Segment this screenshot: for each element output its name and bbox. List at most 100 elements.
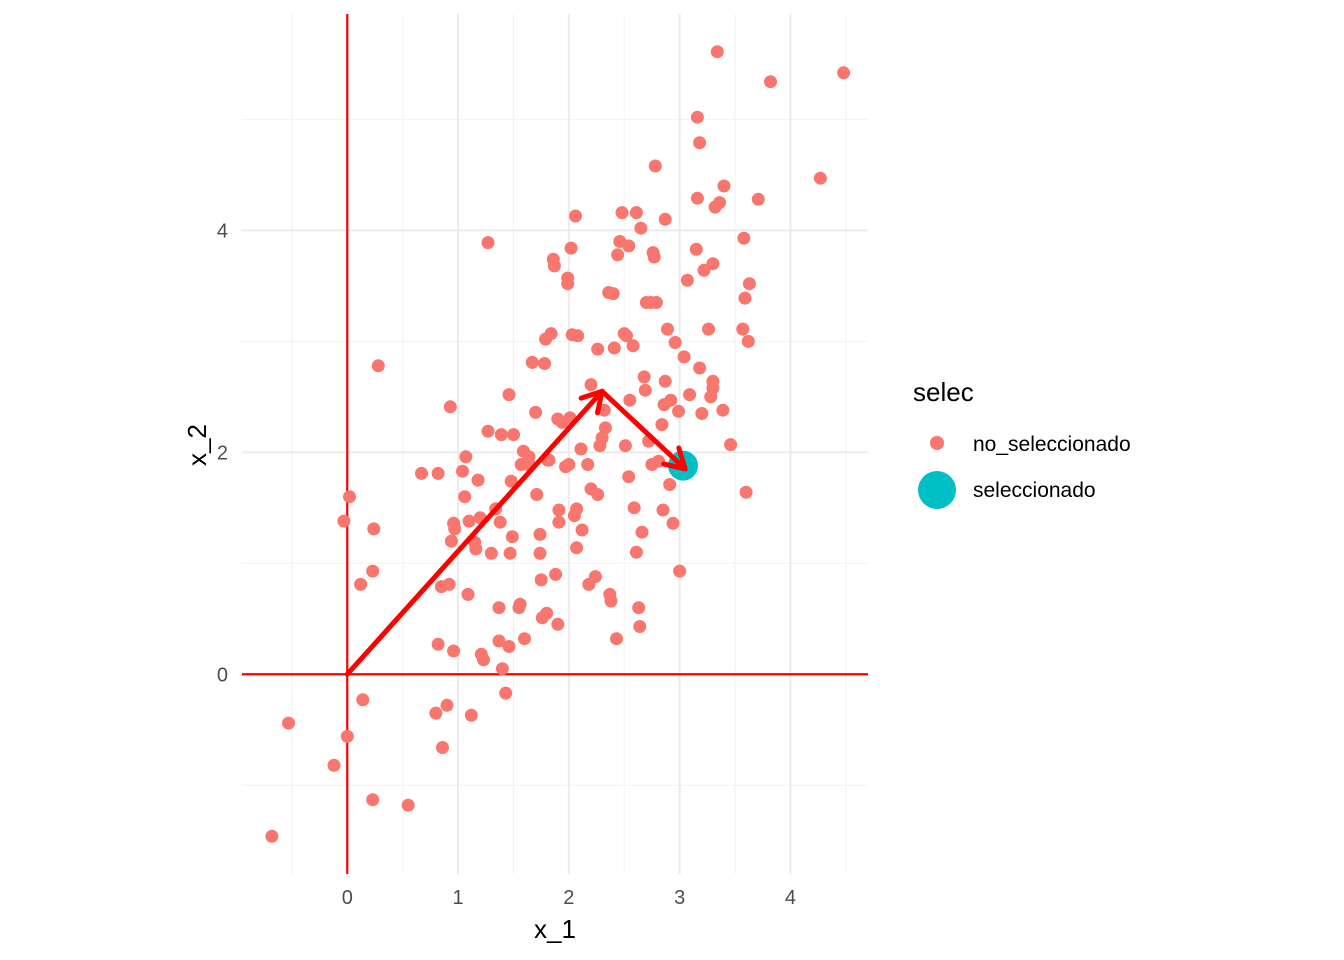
point [702,322,715,336]
y-tick-label: 4 [217,220,228,242]
point [327,758,341,772]
point [637,370,651,384]
point [598,421,612,435]
point [695,407,709,420]
point [622,239,636,253]
point [570,541,584,555]
point [693,361,707,375]
legend-title: selec [913,377,974,407]
point [683,388,697,402]
point [633,620,647,633]
point [666,516,680,530]
point [677,350,691,364]
point [724,438,738,452]
point [571,329,585,343]
point [494,428,508,442]
point [562,458,576,471]
point [658,212,672,226]
point [570,502,584,516]
legend-key-no-seleccionado [930,436,944,450]
point [656,503,670,517]
point [751,192,765,206]
point [431,466,445,480]
point [340,729,354,743]
point [561,277,575,291]
point [530,488,544,501]
data-points [265,45,851,843]
point [356,693,370,707]
point [588,570,602,584]
y-tick-label: 0 [217,664,228,686]
point [629,545,643,559]
point [716,403,730,417]
point [706,257,720,271]
point [367,522,381,536]
point [492,634,506,648]
x-axis-title: x_1 [534,914,576,944]
point [429,706,443,720]
point [436,741,449,754]
point [661,322,674,336]
point [540,606,554,620]
point [574,442,588,456]
point [505,530,519,544]
point [607,341,621,355]
point [538,357,551,370]
point [337,514,351,528]
point [673,564,687,578]
point [533,527,547,541]
point [764,75,777,89]
point [551,617,565,631]
point [647,250,661,264]
point [547,259,561,273]
point [623,393,637,407]
point [837,66,851,80]
x-tick-label: 2 [563,887,574,909]
point [584,378,598,392]
point [736,322,750,336]
point [443,400,457,414]
point [544,327,558,341]
point [595,431,609,445]
point [710,45,724,59]
point [529,405,543,419]
point [459,450,473,464]
point [604,594,618,608]
point [610,632,623,646]
point [444,534,458,548]
point [717,179,731,193]
point [518,632,531,646]
point [493,515,507,529]
point [448,522,462,536]
point [495,662,509,676]
point [371,359,385,373]
point [481,236,495,250]
point [564,241,578,255]
point [458,490,472,504]
point [549,567,563,581]
point [502,388,516,402]
point [618,439,632,453]
point [456,464,469,478]
point [591,488,605,501]
point [620,329,633,343]
point [690,191,704,205]
point [668,336,682,349]
legend-label-no-seleccionado: no_seleccionado [973,433,1131,456]
point [462,514,476,528]
arrow-shaft [599,388,688,472]
point [533,546,547,560]
x-tick-label: 0 [342,887,353,909]
point [343,490,356,504]
x-tick-label: 4 [785,887,796,909]
legend-key-seleccionado [918,471,956,509]
point [499,686,513,700]
point [813,171,827,185]
point [680,273,694,287]
point [366,793,380,807]
point [469,542,483,556]
point [655,418,669,432]
point [492,601,506,615]
point [591,342,605,356]
